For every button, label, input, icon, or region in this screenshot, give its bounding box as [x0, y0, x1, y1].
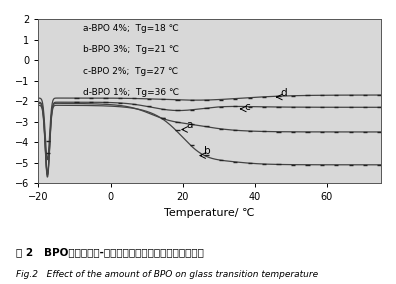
Text: b: b [204, 146, 211, 156]
Text: b-BPO 3%;  Tg=21 ℃: b-BPO 3%; Tg=21 ℃ [83, 45, 179, 54]
Text: Fig.2   Effect of the amount of BPO on glass transition temperature: Fig.2 Effect of the amount of BPO on gla… [16, 270, 318, 279]
Text: a: a [186, 120, 192, 130]
Text: d: d [280, 88, 287, 99]
Text: c: c [244, 102, 250, 112]
Text: a-BPO 4%;  Tg=18 ℃: a-BPO 4%; Tg=18 ℃ [83, 24, 179, 33]
X-axis label: Temperature/ ℃: Temperature/ ℃ [164, 208, 255, 218]
Text: c-BPO 2%;  Tg=27 ℃: c-BPO 2%; Tg=27 ℃ [83, 67, 178, 76]
Text: d-BPO 1%;  Tg=36 ℃: d-BPO 1%; Tg=36 ℃ [83, 88, 179, 97]
Text: 图 2   BPO用量对环氧-丙烯酸酯树脂玻璃化转变温度的影响: 图 2 BPO用量对环氧-丙烯酸酯树脂玻璃化转变温度的影响 [16, 247, 204, 257]
